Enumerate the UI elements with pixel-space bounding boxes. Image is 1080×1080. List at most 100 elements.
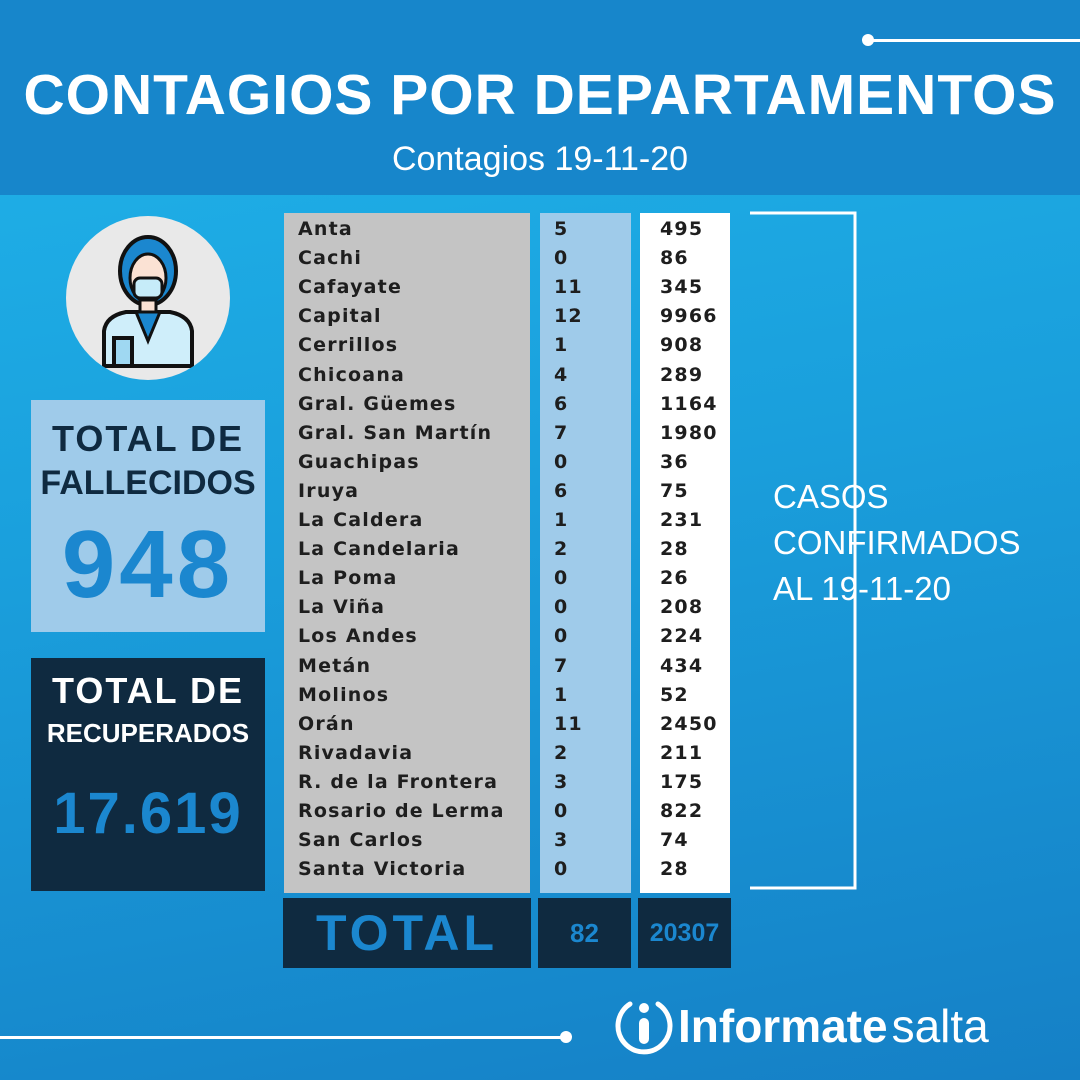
row-name: Rivadavia [298, 741, 414, 764]
row-total: 36 [660, 450, 689, 473]
total-label-cell: TOTAL [283, 898, 531, 968]
row-total: 86 [660, 247, 689, 270]
row-total: 175 [660, 770, 704, 793]
note-line-1: CASOS [773, 478, 889, 515]
total-cases-column [640, 213, 730, 893]
row-today: 12 [554, 305, 583, 328]
row-name: Cafayate [298, 276, 403, 299]
deaths-label-2: FALLECIDOS [40, 464, 256, 502]
decor-line-top [870, 39, 1080, 42]
row-name: Cachi [298, 247, 363, 270]
row-total: 908 [660, 334, 704, 357]
row-total: 28 [660, 538, 689, 561]
deaths-value: 948 [61, 511, 235, 618]
row-today: 11 [554, 276, 583, 299]
row-name: Rosario de Lerma [298, 800, 505, 822]
row-name: Gral. San Martín [298, 421, 493, 444]
deaths-card: TOTAL DE FALLECIDOS 948 [31, 400, 265, 632]
row-today: 6 [554, 479, 569, 502]
doctor-icon [102, 235, 194, 368]
row-total: 434 [660, 654, 704, 677]
confirmed-cases-note: CASOS CONFIRMADOS AL 19-11-20 [773, 474, 1021, 612]
row-name: San Carlos [298, 829, 424, 852]
row-name: Molinos [298, 683, 390, 706]
row-name: La Poma [298, 567, 398, 590]
row-total: 822 [660, 800, 704, 822]
row-today: 1 [554, 334, 569, 357]
row-today: 3 [554, 829, 569, 852]
row-total: 289 [660, 363, 704, 386]
total-label: TOTAL [315, 905, 498, 961]
row-today: 1 [554, 683, 569, 706]
row-today: 0 [554, 247, 569, 270]
row-name: Guachipas [298, 450, 420, 473]
recovered-label-2: RECUPERADOS [46, 718, 250, 748]
row-total: 208 [660, 596, 704, 619]
note-line-3: AL 19-11-20 [773, 570, 951, 607]
row-name: Los Andes [298, 625, 418, 648]
row-total: 75 [660, 479, 689, 502]
decor-line-bottom [0, 1036, 566, 1039]
row-name: Capital [298, 305, 382, 328]
doctor-avatar [66, 216, 230, 380]
row-total: 1980 [660, 421, 718, 444]
row-total: 224 [660, 625, 704, 648]
bracket [750, 211, 857, 890]
note-line-2: CONFIRMADOS [773, 524, 1021, 561]
row-total: 28 [660, 858, 689, 881]
row-name: Anta [298, 218, 353, 240]
new-cases-column [540, 213, 631, 893]
row-name: Cerrillos [298, 334, 399, 357]
row-total: 26 [660, 567, 689, 590]
brand-logo: Informate salta [612, 994, 989, 1058]
header-band [0, 0, 1080, 195]
total-new-cell: 82 [538, 898, 631, 968]
row-name: Orán [298, 712, 355, 735]
row-total: 211 [660, 741, 704, 764]
row-total: 1164 [660, 392, 718, 415]
row-name: Gral. Güemes [298, 392, 457, 415]
total-cases-value: 20307 [649, 918, 720, 947]
decor-dot-top [862, 34, 874, 46]
row-name: R. de la Frontera [298, 770, 499, 793]
department-column [284, 213, 530, 893]
row-name: La Candelaria [298, 538, 460, 561]
row-today: 0 [554, 858, 569, 881]
row-today: 0 [554, 567, 569, 590]
row-today: 7 [554, 421, 569, 444]
row-name: Santa Victoria [298, 858, 467, 881]
row-total: 74 [660, 829, 689, 852]
row-total: 495 [660, 218, 704, 240]
row-name: Chicoana [298, 363, 406, 386]
row-today: 2 [554, 741, 569, 764]
row-name: La Caldera [298, 509, 424, 531]
row-name: La Viña [298, 596, 386, 619]
deaths-label-1: TOTAL DE [51, 418, 244, 459]
decor-dot-bottom [560, 1031, 572, 1043]
row-today: 6 [554, 392, 569, 415]
page-title: CONTAGIOS POR DEPARTAMENTOS [23, 63, 1057, 127]
row-today: 3 [554, 770, 569, 793]
logo-bold: Informate [678, 1000, 888, 1052]
recovered-card: TOTAL DE RECUPERADOS 17.619 [31, 658, 265, 891]
row-today: 1 [554, 509, 569, 531]
row-name: Metán [298, 654, 372, 677]
total-new-value: 82 [570, 917, 599, 948]
row-today: 0 [554, 800, 569, 822]
recovered-label-1: TOTAL DE [51, 670, 244, 711]
logo-light: salta [891, 1000, 989, 1052]
row-total: 345 [660, 276, 704, 299]
row-total: 9966 [660, 305, 718, 328]
row-total: 2450 [660, 712, 718, 735]
row-today: 0 [554, 450, 569, 473]
info-icon [615, 1001, 673, 1055]
row-today: 0 [554, 596, 569, 619]
row-today: 7 [554, 654, 569, 677]
row-name: Iruya [298, 479, 360, 502]
row-today: 5 [554, 218, 569, 240]
total-cases-cell: 20307 [638, 898, 731, 968]
row-today: 4 [554, 363, 569, 386]
row-today: 2 [554, 538, 569, 561]
row-total: 231 [660, 509, 704, 531]
page-subtitle: Contagios 19-11-20 [391, 140, 689, 178]
